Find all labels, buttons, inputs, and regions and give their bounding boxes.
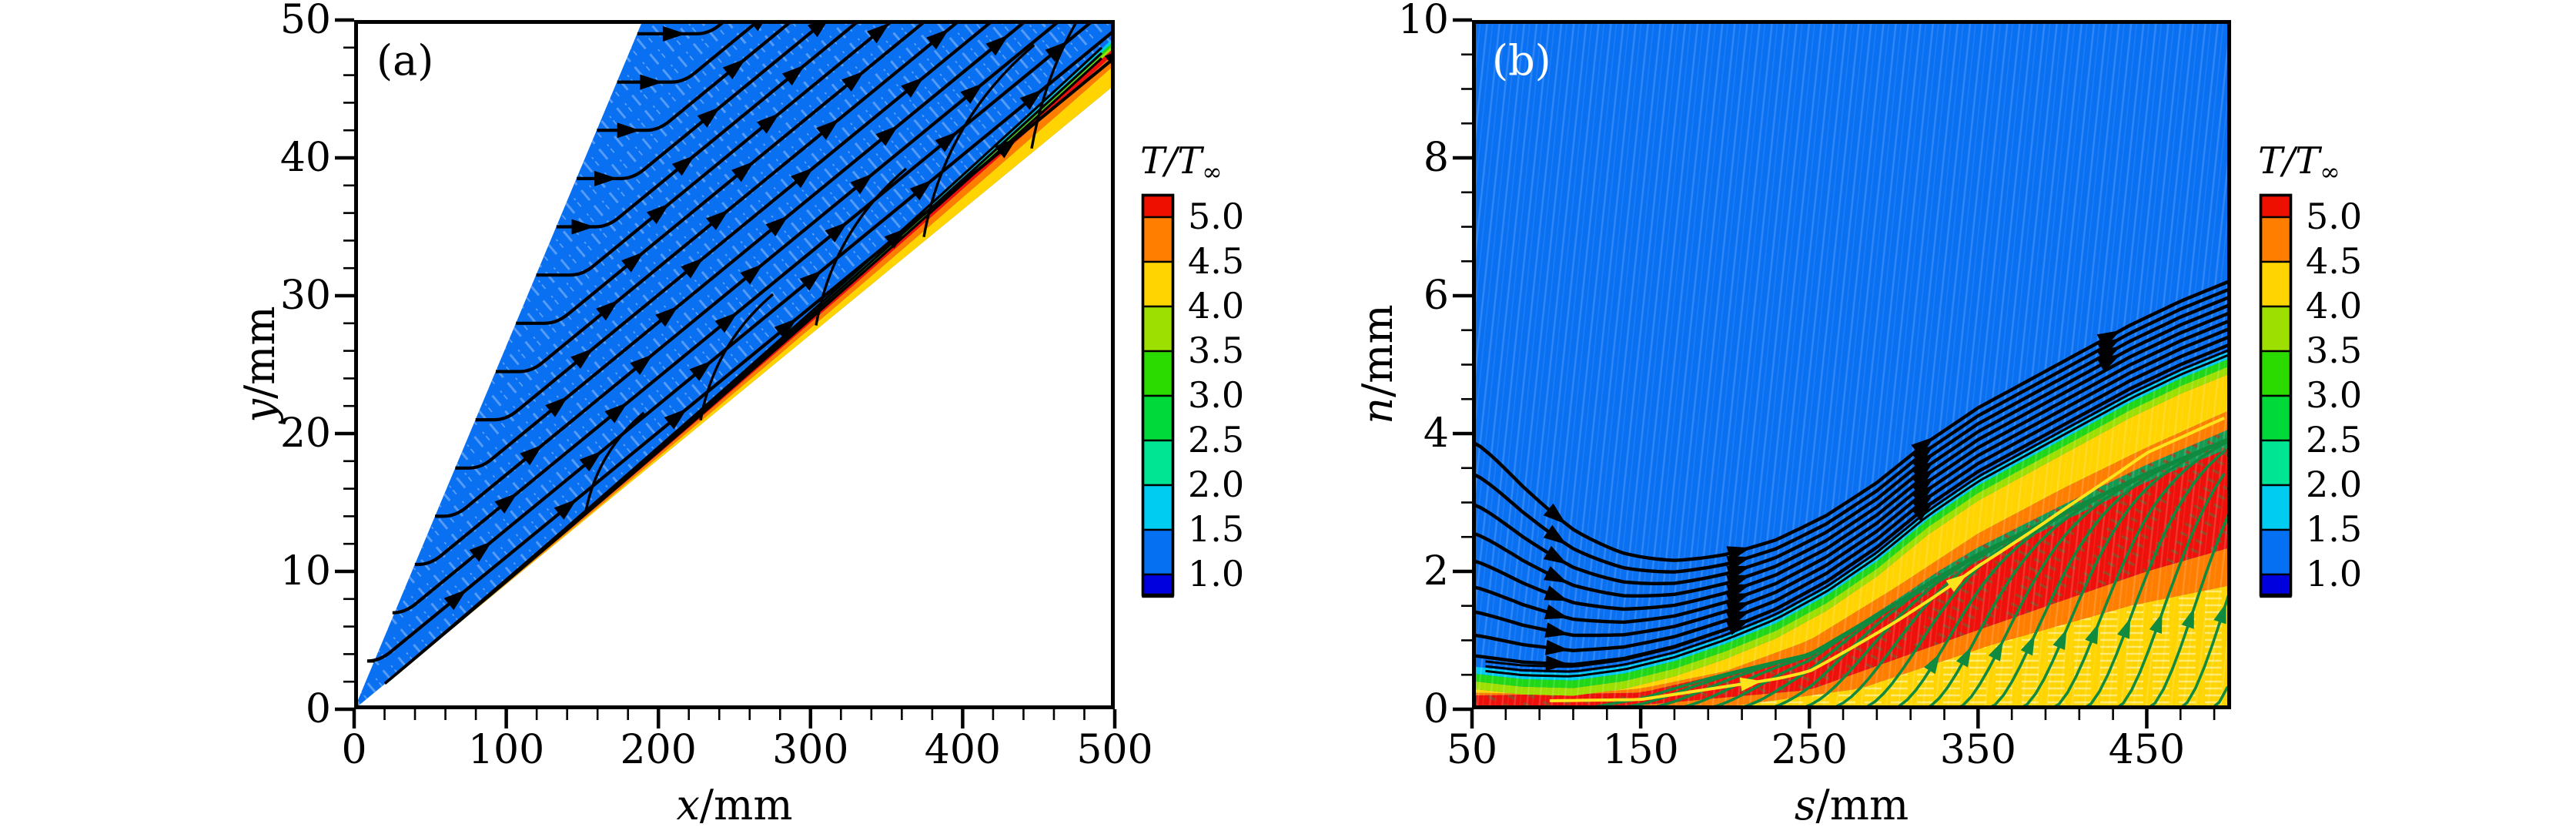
panel-a-y-tick-label: 10	[279, 548, 331, 595]
panel-b-x-axis-label: s/mm	[1795, 783, 1909, 828]
panel-a-y-axis-variable: y	[236, 399, 284, 423]
panel-a-y-axis-unit: /mm	[236, 306, 284, 400]
panel-a-x-axis-label: x/mm	[676, 783, 792, 828]
colorbar-b-level-label: 2.5	[2306, 419, 2363, 461]
panel-a-x-tick-label: 0	[341, 727, 367, 773]
colorbar-b-level-label: 1.0	[2306, 553, 2363, 595]
panel-b-x-tick-label: 350	[1939, 727, 2016, 773]
colorbar-a-level-label: 1.0	[1188, 553, 1245, 595]
panel-a-y-tick-label: 0	[305, 686, 331, 732]
colorbar-a-swatches	[1141, 193, 1175, 598]
panel-a-plot	[335, 18, 1117, 728]
panel-b-y-tick-label: 10	[1397, 0, 1449, 43]
colorbar-a-title-subscript: ∞	[1202, 158, 1223, 186]
colorbar-b-level-label: 5.0	[2306, 196, 2363, 237]
panel-b-y-axis-variable: n	[1353, 397, 1402, 424]
panel-a-tag: (a)	[376, 36, 434, 85]
panel-b-tag: (b)	[1492, 36, 1551, 85]
colorbar-b-swatches	[2259, 193, 2293, 598]
panel-a-x-tick-label: 200	[620, 727, 697, 773]
colorbar-a-level-label: 2.0	[1188, 464, 1245, 505]
panel-b-y-tick-label: 2	[1423, 548, 1449, 595]
panel-b-y-tick-label: 0	[1423, 686, 1449, 732]
colorbar-b-level-label: 1.5	[2306, 508, 2363, 550]
colorbar-a-level-label: 5.0	[1188, 196, 1245, 237]
colorbar-a-level-label: 1.5	[1188, 508, 1245, 550]
colorbar-b-level-label: 3.5	[2306, 330, 2363, 371]
colorbar-a-title: T/T∞	[1140, 142, 1223, 192]
panel-b-x-tick-label: 50	[1446, 727, 1498, 773]
panel-a-x-axis-unit: /mm	[699, 781, 793, 829]
panel-a-y-tick-label: 40	[279, 135, 331, 181]
colorbar-b-level-label: 2.0	[2306, 464, 2363, 505]
colorbar-a-title-main: T/T	[1140, 139, 1203, 183]
panel-b-y-tick-label: 4	[1423, 410, 1449, 457]
colorbar-b-title-main: T/T	[2258, 139, 2320, 183]
panel-a-x-tick-label: 100	[467, 727, 545, 773]
panel-a-x-tick-label: 400	[924, 727, 1002, 773]
colorbar-a-level-label: 3.0	[1188, 374, 1245, 416]
panel-b-x-tick-label: 450	[2108, 727, 2186, 773]
panel-b-y-axis-label: n/mm	[1353, 304, 1402, 424]
panel-a-y-tick-label: 20	[279, 410, 331, 457]
panel-b-x-tick-label: 250	[1771, 727, 1848, 773]
panel-b-y-tick-label: 8	[1423, 135, 1449, 181]
panel-b-x-axis-variable: s	[1794, 781, 1816, 829]
panel-a-y-axis-label: y/mm	[236, 306, 284, 423]
panel-b-x-tick-label: 150	[1602, 727, 1679, 773]
panel-a-y-tick-label: 30	[279, 273, 331, 319]
colorbar-a-level-label: 2.5	[1188, 419, 1245, 461]
colorbar-a-level-label: 4.0	[1188, 285, 1245, 327]
panel-b-plot	[1453, 18, 2231, 728]
colorbar-b-title: T/T∞	[2258, 142, 2340, 192]
panel-b-x-axis-unit: /mm	[1815, 781, 1909, 829]
colorbar-a-level-label: 3.5	[1188, 330, 1245, 371]
panel-a-y-tick-label: 50	[279, 0, 331, 43]
panel-a-x-tick-label: 500	[1076, 727, 1153, 773]
colorbar-b-level-label: 3.0	[2306, 374, 2363, 416]
panel-a-x-axis-variable: x	[676, 781, 700, 829]
panel-b-y-axis-unit: /mm	[1353, 304, 1402, 397]
colorbar-b-level-label: 4.0	[2306, 285, 2363, 327]
colorbar-b-title-subscript: ∞	[2320, 158, 2340, 186]
panel-a-x-tick-label: 300	[772, 727, 849, 773]
panel-b-y-tick-label: 6	[1423, 273, 1449, 319]
colorbar-a-level-label: 4.5	[1188, 240, 1245, 282]
colorbar-b-level-label: 4.5	[2306, 240, 2363, 282]
